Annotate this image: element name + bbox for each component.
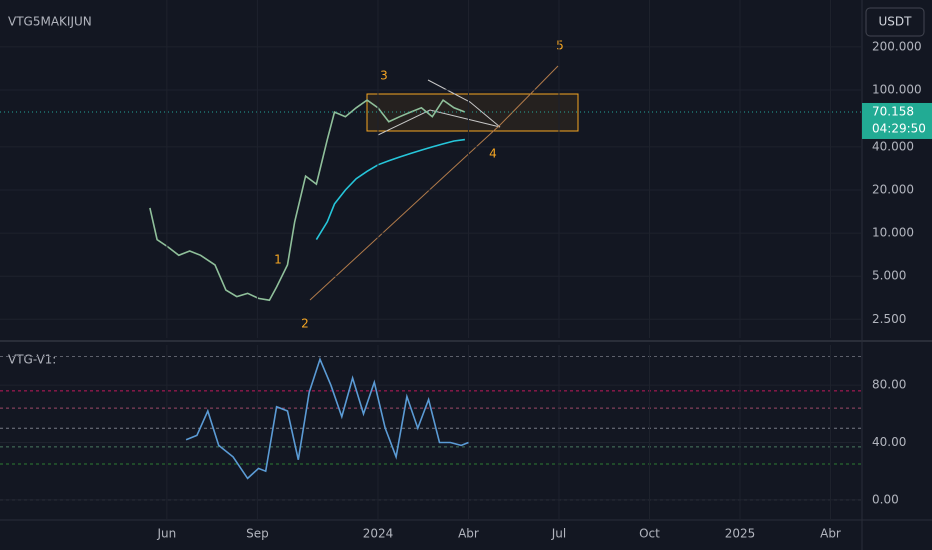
y-tick-label: 80.00 xyxy=(872,378,906,392)
y-tick-label: 10.000 xyxy=(872,226,914,240)
x-tick-label: 2024 xyxy=(363,527,394,541)
y-tick-label: 200.000 xyxy=(872,39,922,53)
x-tick-label: Jun xyxy=(157,527,177,541)
indicator-title: VTG-V1: xyxy=(8,353,56,367)
last-price-label: 70.158 xyxy=(872,104,914,118)
triangle-drawing xyxy=(377,79,501,136)
x-tick-label: 2025 xyxy=(725,527,756,541)
currency-label[interactable]: USDT xyxy=(879,15,913,29)
y-tick-label: 2.500 xyxy=(872,312,906,326)
wave-label: 4 xyxy=(489,147,497,161)
wave-label: 1 xyxy=(274,253,282,267)
y-tick-label: 5.000 xyxy=(872,269,906,283)
series-line xyxy=(185,357,469,480)
last-price-tag xyxy=(862,102,932,139)
symbol-title: VTG5MAKIJUN xyxy=(8,15,92,29)
y-tick-label: 100.000 xyxy=(872,82,922,96)
y-tick-label: 20.000 xyxy=(872,183,914,197)
series-line xyxy=(149,98,466,302)
y-tick-label: 0.00 xyxy=(872,492,899,506)
x-tick-label: Abr xyxy=(458,527,479,541)
wave-label: 5 xyxy=(556,39,564,53)
x-tick-label: Sep xyxy=(246,527,269,541)
wave-label: 2 xyxy=(301,317,309,331)
x-tick-label: Jul xyxy=(551,527,566,541)
series-line xyxy=(315,138,466,241)
currency-button[interactable] xyxy=(865,7,925,37)
y-tick-label: 40.000 xyxy=(872,139,914,153)
countdown-label: 04:29:50 xyxy=(872,121,926,135)
wave-label: 3 xyxy=(380,69,388,83)
x-tick-label: Abr xyxy=(820,527,841,541)
y-tick-label: 40.00 xyxy=(872,435,906,449)
wave-projection xyxy=(309,65,559,301)
range-box xyxy=(366,93,579,132)
x-tick-label: Oct xyxy=(639,527,660,541)
